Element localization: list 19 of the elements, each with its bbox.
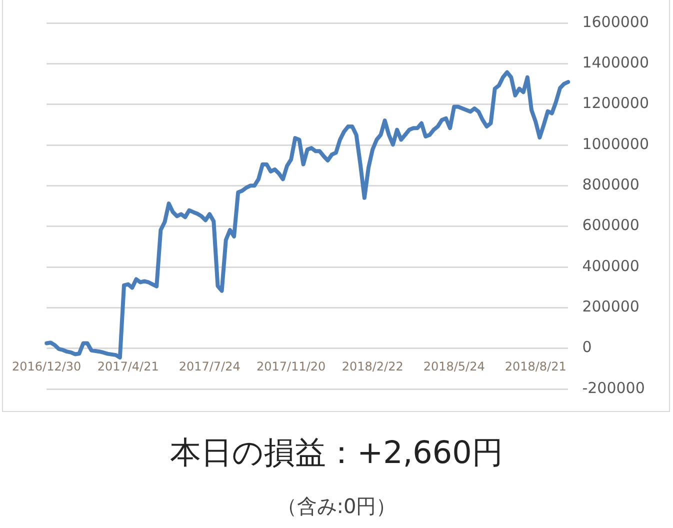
x-tick-label: 2016/12/30 (12, 360, 82, 374)
y-tick-label: 200000 (582, 298, 640, 316)
x-tick-label: 2018/5/24 (423, 360, 485, 374)
x-tick-label: 2018/2/22 (342, 360, 404, 374)
y-tick-label: 1400000 (582, 54, 650, 72)
y-tick-label: 1200000 (582, 94, 650, 112)
x-tick-label: 2017/4/21 (97, 360, 159, 374)
text: 本日の損益：+2,660円 (169, 434, 504, 473)
y-tick-label: 1600000 (582, 12, 650, 31)
y-tick-label: 800000 (582, 176, 640, 194)
y-tick-label: 0 (582, 338, 592, 356)
y-tick-label: 1000000 (582, 134, 650, 153)
y-tick-label: 600000 (582, 216, 640, 234)
x-tick-label: 2017/11/20 (256, 360, 326, 374)
y-tick-label: -200000 (582, 378, 645, 397)
text: （含み:0円） (276, 493, 398, 520)
y-tick-label: 400000 (582, 256, 640, 275)
x-tick-label: 2018/8/21 (504, 360, 566, 374)
x-tick-label: 2017/7/24 (178, 360, 240, 374)
